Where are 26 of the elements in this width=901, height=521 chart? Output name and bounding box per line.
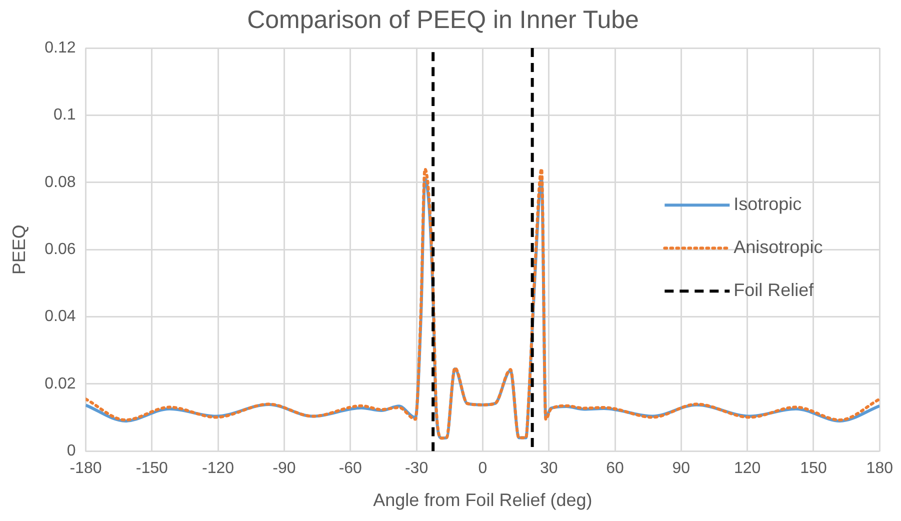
x-tick-label: -90	[272, 460, 296, 478]
x-tick-label: -150	[136, 460, 168, 478]
y-tick-label: 0	[66, 442, 76, 460]
y-axis-title: PEEQ	[8, 224, 29, 275]
x-tick-label: -60	[338, 460, 362, 478]
chart-title: Comparison of PEEQ in Inner Tube	[247, 6, 639, 34]
legend-label: Foil Relief	[734, 280, 815, 300]
legend-label: Anisotropic	[734, 237, 823, 258]
x-tick-label: 30	[540, 460, 558, 478]
y-tick-label: 0.12	[44, 39, 76, 56]
y-tick-label: 0.1	[53, 106, 76, 124]
legend-label: Isotropic	[734, 194, 802, 214]
x-tick-label: 60	[606, 460, 624, 478]
x-axis-title: Angle from Foil Relief (deg)	[373, 490, 592, 510]
x-tick-label: 0	[478, 460, 488, 478]
y-tick-label: 0.02	[44, 375, 76, 392]
x-tick-label: -180	[70, 460, 102, 478]
x-tick-label: 150	[800, 460, 827, 478]
y-tick-label: 0.06	[44, 241, 76, 258]
y-tick-label: 0.04	[44, 308, 76, 326]
x-tick-label: 180	[866, 460, 894, 478]
x-tick-label: -120	[202, 460, 234, 478]
x-tick-label: -30	[404, 460, 428, 478]
x-tick-label: 90	[672, 460, 690, 478]
y-tick-label: 0.08	[44, 174, 76, 191]
x-tick-label: 120	[734, 460, 761, 478]
